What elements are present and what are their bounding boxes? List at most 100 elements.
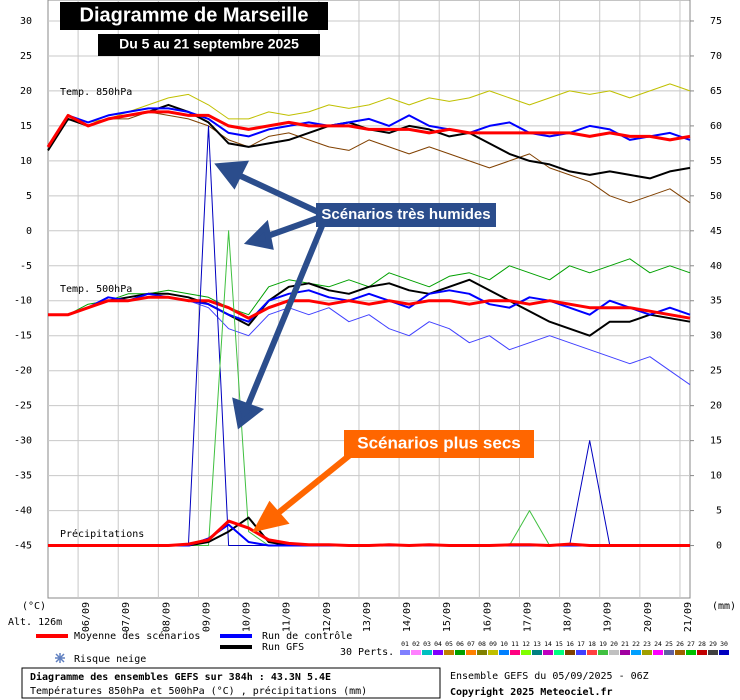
pert-swatch (609, 650, 619, 655)
subtitle-box (98, 34, 320, 56)
pert-label: 07 (467, 640, 475, 648)
footer-box (21, 667, 441, 699)
y-tick-label: -40 (14, 506, 32, 517)
pert-label: 12 (522, 640, 530, 648)
series-line (47, 107, 691, 148)
pert-swatch (719, 650, 729, 655)
pert-swatch (697, 650, 707, 655)
run-info: Ensemble GEFS du 05/09/2025 - 06Z (450, 671, 649, 682)
annotation-box (344, 430, 534, 458)
pert-swatch (576, 650, 586, 655)
y-tick-label: -20 (14, 366, 32, 377)
pert-swatch (411, 650, 421, 655)
series-line (48, 289, 691, 323)
annotation-arrow (252, 452, 352, 533)
y-tick-label: -30 (14, 436, 32, 447)
pert-swatch (587, 650, 597, 655)
pert-swatch (686, 650, 696, 655)
pert-label: 01 (401, 640, 409, 648)
pert-label: 23 (643, 640, 651, 648)
legend-label: Run de contrôle (262, 630, 352, 642)
pert-label: 05 (445, 640, 453, 648)
y2-tick-label: 20 (710, 401, 722, 412)
annotation-arrows (214, 160, 325, 430)
pert-label: 28 (698, 640, 706, 648)
y-tick-label: 0 (26, 226, 32, 237)
pert-swatch (598, 650, 608, 655)
y-tick-label: -45 (14, 541, 32, 552)
pert-swatch (521, 650, 531, 655)
pert-swatch (532, 650, 542, 655)
y-tick-label: 10 (20, 156, 32, 167)
member-line (47, 83, 691, 148)
x-tick-label: 20/09 (643, 602, 654, 632)
pert-swatch (653, 650, 663, 655)
x-tick-label: 06/09 (81, 602, 92, 632)
y2-tick-label: 30 (710, 331, 722, 342)
panel-label: Temp. 850hPa (60, 87, 132, 98)
altitude: Alt. 126m (8, 617, 62, 628)
pert-label: 18 (588, 640, 596, 648)
copyright: Copyright 2025 Meteociel.fr (450, 686, 613, 698)
pert-swatch (554, 650, 564, 655)
pert-swatch (664, 650, 674, 655)
series-line (48, 295, 691, 320)
pert-label: 10 (500, 640, 508, 648)
y-tick-label: 30 (20, 16, 32, 27)
pert-swatch (466, 650, 476, 655)
pert-swatch (455, 650, 465, 655)
y-tick-label: 25 (20, 51, 32, 62)
y2-tick-label: 35 (710, 296, 722, 307)
y-tick-label: 20 (20, 86, 32, 97)
pert-label: 26 (676, 640, 684, 648)
x-tick-label: 15/09 (442, 602, 453, 632)
y2-tick-label: 10 (710, 471, 722, 482)
pert-swatch (422, 650, 432, 655)
pert-label: 20 (610, 640, 618, 648)
annotation: Scénarios plus secs (357, 433, 520, 452)
pert-label: 15 (555, 640, 563, 648)
footer-text: Températures 850hPa et 500hPa (°C) , pré… (30, 685, 367, 697)
pert-swatch (499, 650, 509, 655)
pert-label: 27 (687, 640, 695, 648)
panel-label: Temp. 500hPa (60, 284, 132, 295)
legend-label: Moyenne des scénarios (74, 630, 200, 642)
snow-icon (55, 653, 65, 663)
footer-text: Diagramme des ensembles GEFS sur 384h : … (30, 671, 331, 683)
x-tick-label: 09/09 (201, 602, 212, 632)
pert-swatch (477, 650, 487, 655)
x-tick-label: 19/09 (603, 602, 614, 632)
y2-tick-label: 75 (710, 16, 722, 27)
x-tick-label: 17/09 (522, 602, 533, 632)
series-line (46, 110, 691, 148)
pert-label: 14 (544, 640, 552, 648)
x-tick-label: 13/09 (362, 602, 373, 632)
y-tick-label: -10 (14, 296, 32, 307)
pert-label: 30 (720, 640, 728, 648)
y2-tick-label: 25 (710, 366, 722, 377)
pert-label: 09 (489, 640, 497, 648)
x-tick-label: 21/09 (683, 602, 694, 632)
pert-label: 19 (599, 640, 607, 648)
plot-frame (47, 0, 691, 599)
x-tick-label: 14/09 (402, 602, 413, 632)
perts-label: 30 Perts. (340, 647, 394, 658)
pert-label: 24 (654, 640, 662, 648)
pert-swatch (642, 650, 652, 655)
pert-swatch (675, 650, 685, 655)
snow-label: Risque neige (74, 654, 146, 665)
pert-swatch (565, 650, 575, 655)
y2-unit: (mm) (712, 601, 736, 612)
x-tick-label: 07/09 (121, 602, 132, 632)
x-tick-label: 11/09 (282, 602, 293, 632)
title-box (60, 2, 328, 30)
y-tick-label: 5 (26, 191, 32, 202)
y2-tick-label: 5 (716, 506, 722, 517)
pert-label: 29 (709, 640, 717, 648)
y-unit: (°C) (22, 601, 46, 612)
pert-swatch (433, 650, 443, 655)
legend-label: Run GFS (262, 642, 304, 653)
pert-label: 08 (478, 640, 486, 648)
y-tick-label: -5 (20, 261, 32, 272)
y2-tick-label: 15 (710, 436, 722, 447)
